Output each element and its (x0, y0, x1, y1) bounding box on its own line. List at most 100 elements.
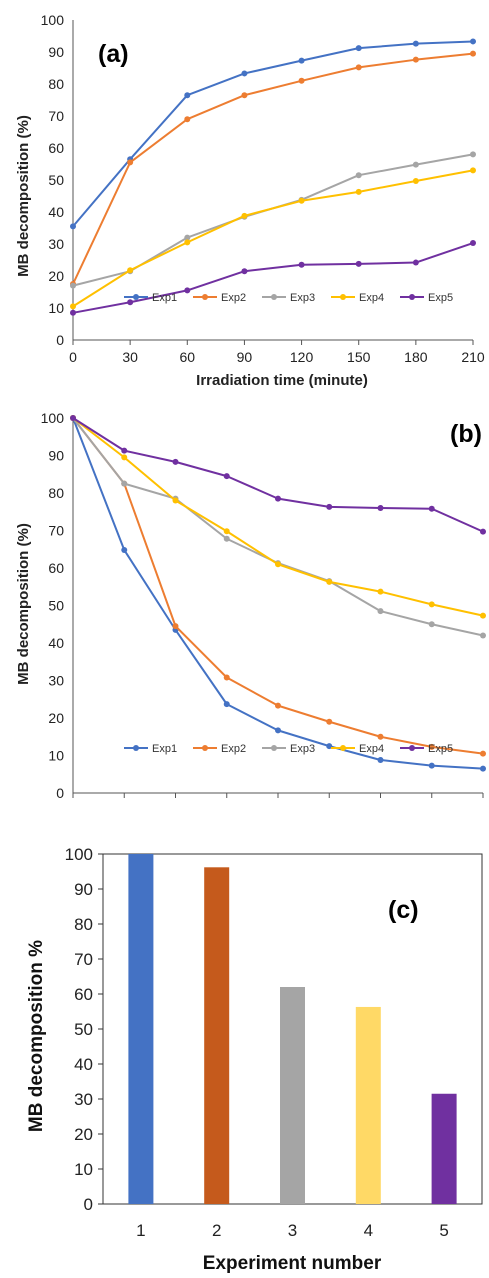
chart-b-point-exp5 (480, 528, 486, 535)
chart-b-y-tick-label: 80 (48, 485, 64, 501)
chart-a-point-exp3 (184, 234, 191, 241)
chart-b-point-exp4 (172, 497, 179, 504)
chart-b-point-exp1 (428, 762, 435, 769)
chart-b-point-exp2 (275, 702, 281, 709)
chart-a-x-tick-label: 180 (404, 349, 428, 365)
chart-b-point-exp5 (70, 415, 76, 421)
chart-a-point-exp2 (412, 56, 419, 63)
chart-b-point-exp1 (377, 757, 384, 763)
chart-a-point-exp4 (127, 267, 134, 274)
chart-b-legend-label-exp4: Exp4 (359, 743, 384, 755)
chart-a-point-exp5 (127, 299, 134, 306)
chart-b-point-exp3 (428, 621, 435, 628)
chart-a-x-tick-label: 120 (290, 349, 314, 365)
chart-a-legend-label-exp1: Exp1 (152, 292, 177, 304)
chart-c-y-tick-label: 40 (74, 1055, 93, 1074)
chart-a-point-exp3 (470, 151, 476, 158)
chart-a-point-exp2 (184, 116, 191, 123)
chart-b-y-tick-label: 60 (48, 560, 64, 576)
chart-a-legend-label-exp2: Exp2 (221, 292, 246, 304)
chart-c-y-tick-label: 30 (74, 1090, 93, 1109)
chart-a-point-exp1 (184, 92, 191, 99)
chart-b-series-line-exp3 (72, 417, 484, 637)
chart-a-point-exp5 (470, 240, 476, 247)
chart-c-y-tick-label: 70 (74, 950, 93, 969)
chart-b-point-exp4 (480, 612, 486, 619)
chart-a-series-line-exp5 (72, 242, 474, 314)
chart-a-legend-label-exp5: Exp5 (428, 292, 453, 304)
chart-b-y-tick-label: 0 (56, 785, 64, 801)
chart-b-point-exp1 (121, 547, 128, 553)
chart-b-point-exp4 (275, 561, 281, 568)
chart-b-point-exp1 (275, 727, 281, 734)
chart-b-point-exp1 (326, 743, 333, 750)
chart-a-x-tick-label: 210 (461, 349, 485, 365)
chart-c-y-tick-label: 60 (74, 985, 93, 1004)
chart-b-point-exp2 (480, 750, 486, 757)
chart-a-point-exp1 (355, 45, 362, 52)
chart-a-point-exp2 (241, 92, 248, 99)
chart-c-y-tick-label: 0 (84, 1195, 93, 1214)
chart-c-x-tick-label: 5 (439, 1221, 448, 1240)
chart-a-x-tick-label: 150 (347, 349, 371, 365)
chart-a-y-tick-label: 20 (48, 268, 64, 284)
chart-b-y-tick-label: 10 (48, 748, 64, 764)
chart-a-point-exp3 (70, 282, 76, 289)
chart-c-y-axis-title: MB decomposition % (26, 940, 47, 1132)
chart-b-y-tick-label: 90 (48, 448, 64, 464)
chart-c-y-tick-label: 90 (74, 880, 93, 899)
chart-c-x-tick-label: 4 (364, 1221, 373, 1240)
chart-b-point-exp5 (275, 495, 281, 502)
chart-a-point-exp4 (184, 239, 191, 246)
chart-a-legend-label-exp3: Exp3 (290, 292, 315, 304)
chart-b-point-exp1 (223, 701, 230, 708)
chart-b-point-exp2 (223, 674, 230, 681)
chart-b-legend-label-exp1: Exp1 (152, 743, 177, 755)
chart-b-point-exp5 (172, 458, 179, 465)
chart-c-bar-4 (355, 1006, 381, 1204)
chart-c-bar-1 (128, 854, 154, 1204)
chart-a-x-tick-label: 30 (122, 349, 138, 365)
chart-a-x-tick-label: 90 (237, 349, 253, 365)
chart-b-point-exp3 (377, 608, 384, 615)
chart-b-point-exp5 (121, 447, 128, 454)
chart-a-legend-marker-exp1 (133, 294, 139, 300)
chart-a-y-tick-label: 40 (48, 204, 64, 220)
chart-a-point-exp3 (355, 172, 362, 179)
chart-b-point-exp2 (377, 733, 384, 740)
chart-a-y-tick-label: 90 (48, 44, 64, 60)
chart-c-bar-5 (431, 1093, 457, 1204)
chart-b-point-exp4 (326, 578, 333, 585)
chart-a-series-line-exp3 (72, 153, 474, 287)
chart-b-panel-label: (b) (450, 420, 482, 448)
chart-a-y-axis-title: MB decomposition (%) (15, 115, 32, 277)
chart-c-x-tick-label: 3 (288, 1221, 297, 1240)
chart-a-legend-label-exp4: Exp4 (359, 292, 384, 304)
chart-a-point-exp2 (470, 50, 476, 57)
chart-a-point-exp5 (184, 287, 191, 294)
chart-b-point-exp4 (223, 528, 230, 535)
chart-a-series-line-exp4 (72, 169, 474, 308)
chart-a-series-line-exp2 (72, 52, 474, 285)
chart-a-y-tick-label: 80 (48, 76, 64, 92)
chart-c-plot-area: 0 10 20 30 40 50 60 70 80 90 100 1 2 3 4 5 (65, 845, 483, 1240)
chart-a-y-tick-label: 60 (48, 140, 64, 156)
chart-a-legend-marker-exp2 (202, 294, 208, 300)
chart-b-point-exp2 (172, 623, 179, 630)
chart-c: 0 10 20 30 40 50 60 70 80 90 100 1 2 3 4 5 (c) MB decom… (26, 845, 483, 1274)
chart-a-point-exp4 (298, 197, 305, 204)
chart-a-point-exp3 (412, 161, 419, 168)
chart-a-series-line-exp1 (72, 40, 474, 228)
chart-c-bar-2 (204, 867, 230, 1204)
chart-a-point-exp4 (412, 177, 419, 184)
chart-c-y-tick-label: 50 (74, 1020, 93, 1039)
chart-a: 0 10 20 30 40 50 60 70 80 90 100 0 30 60 90 120 150 180 21… (15, 12, 485, 389)
chart-b-point-exp4 (377, 588, 384, 595)
chart-b-legend-marker-exp4 (340, 745, 346, 751)
chart-a-point-exp4 (355, 188, 362, 195)
chart-b-legend-marker-exp3 (271, 745, 277, 751)
chart-c-x-tick-label: 1 (136, 1221, 145, 1240)
chart-a-point-exp1 (470, 38, 476, 45)
chart-a-point-exp5 (241, 268, 248, 275)
chart-b-y-tick-label: 50 (48, 598, 64, 614)
